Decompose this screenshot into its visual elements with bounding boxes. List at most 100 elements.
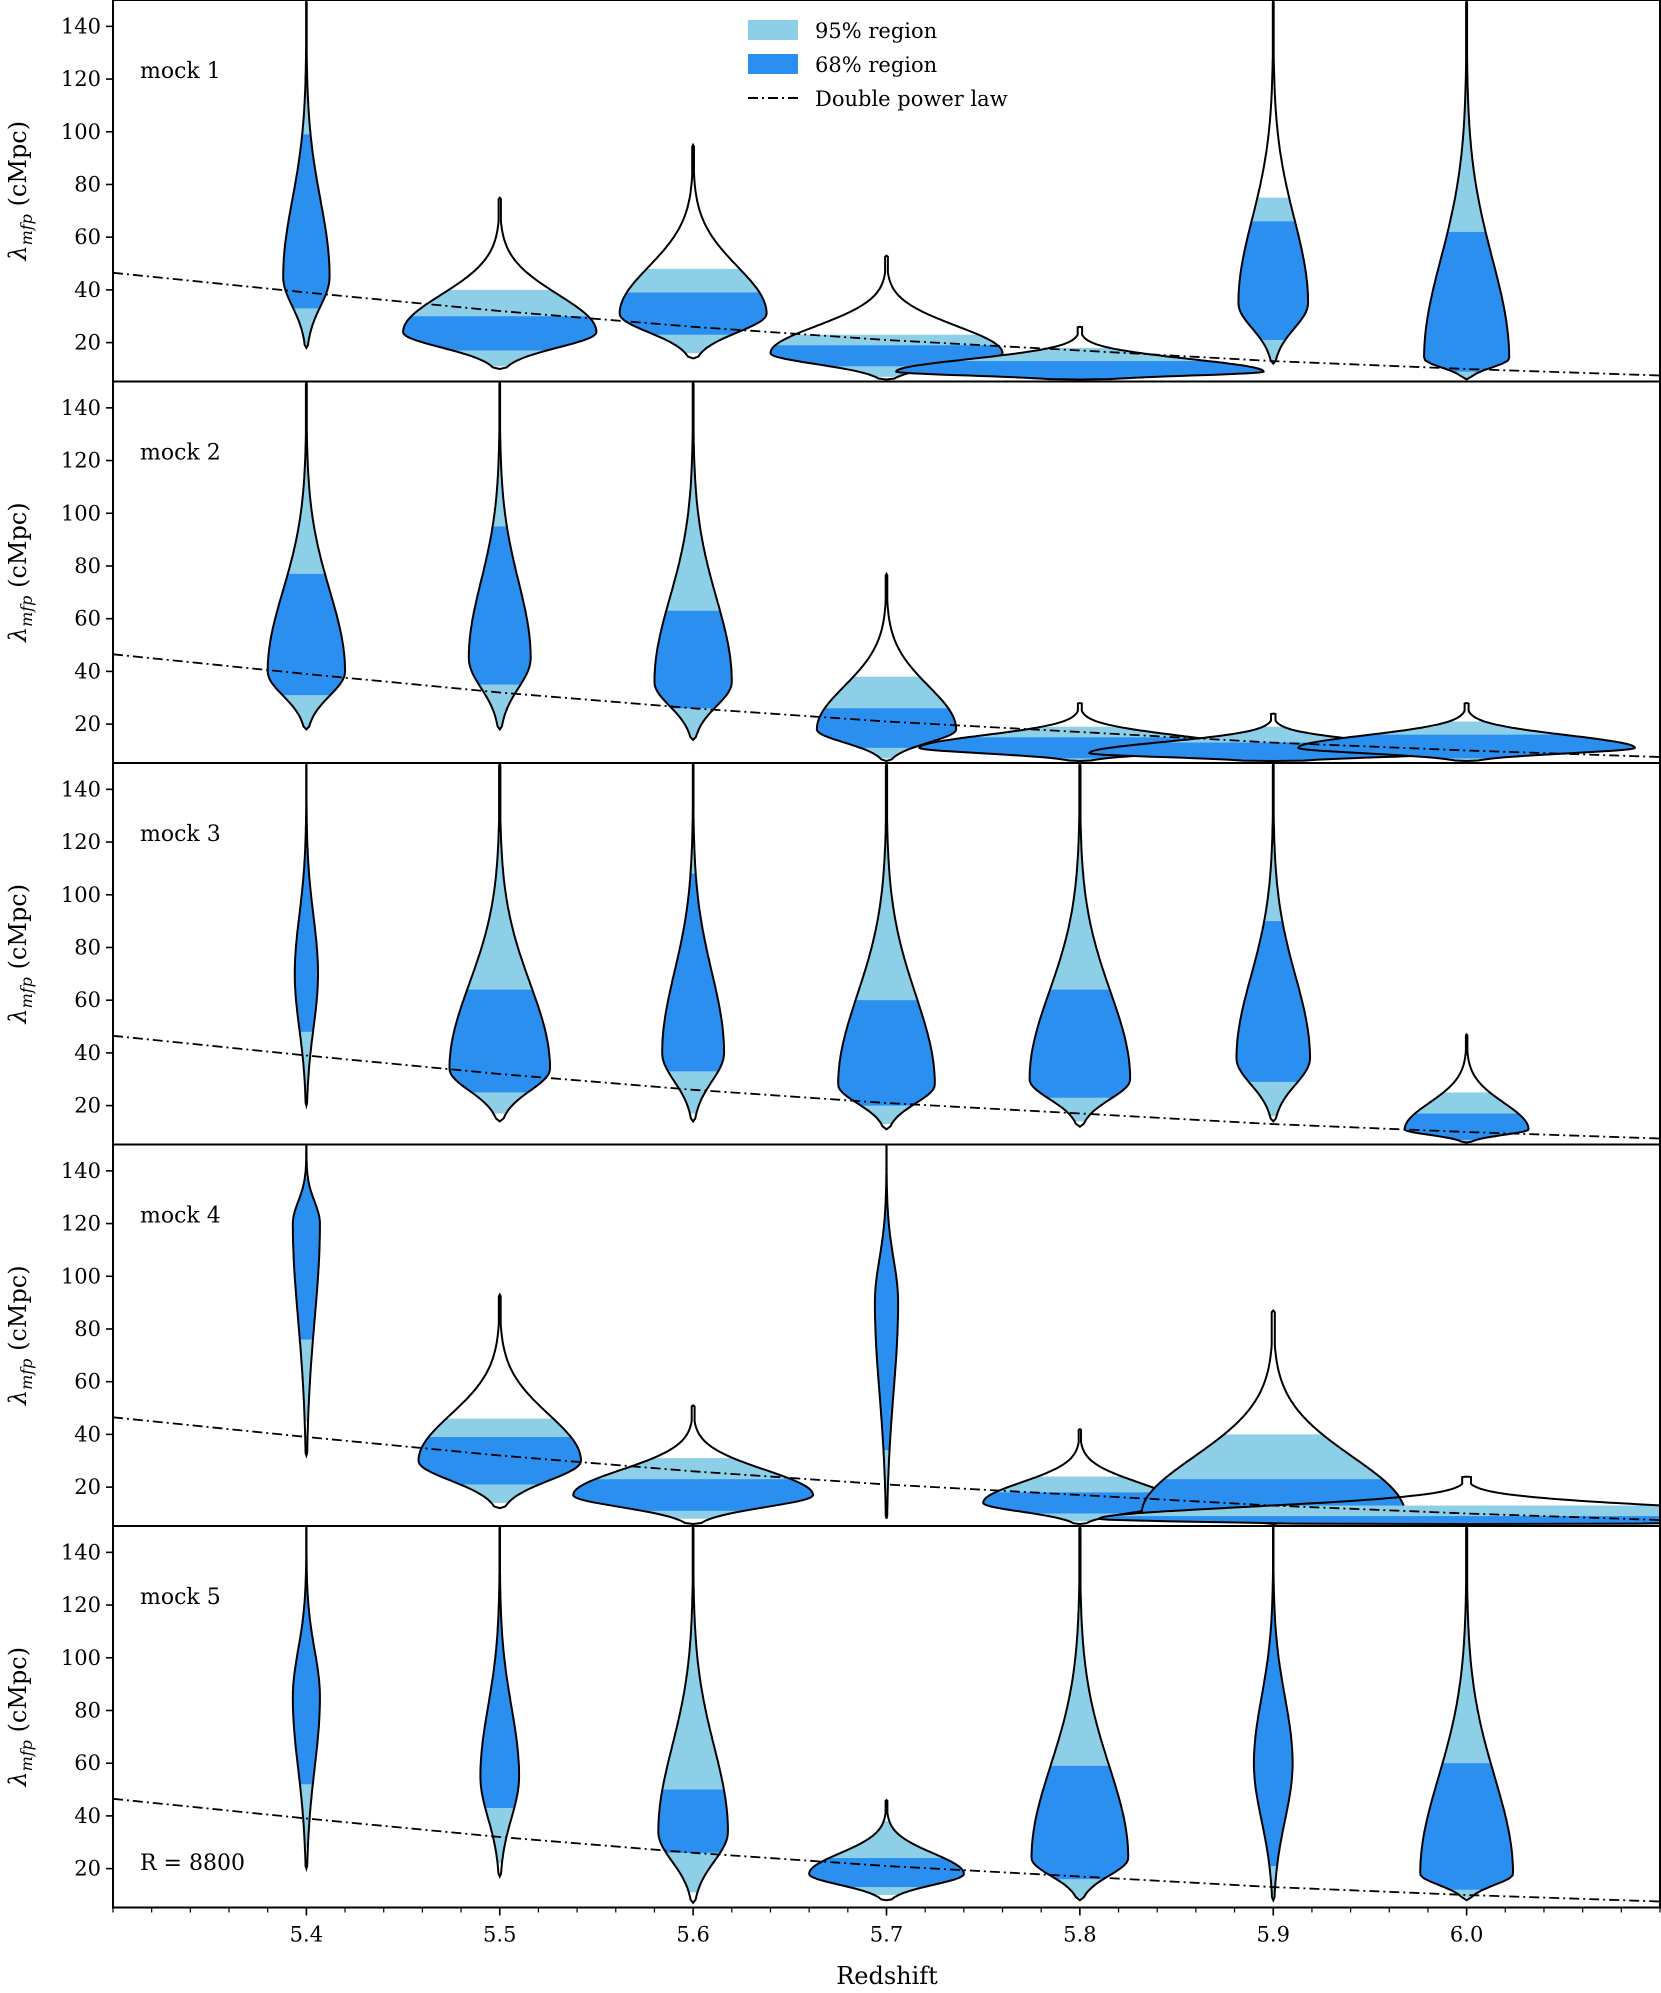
- violin-outline: [837, 763, 936, 1131]
- annotation-resolution: R = 8800: [140, 1851, 245, 1876]
- violin-outline: [293, 763, 319, 1110]
- x-tick-label: 5.5: [483, 1923, 516, 1947]
- panel-label: mock 2: [140, 441, 221, 466]
- y-tick-label: 40: [74, 1422, 101, 1446]
- violin-outline: [1030, 1526, 1130, 1902]
- violin-outline: [1098, 1475, 1660, 1526]
- y-tick-label: 60: [74, 1370, 101, 1394]
- panel-2: 20 40 60 80 100 120 140 mock 2 λmfp (cMpc): [4, 380, 1661, 764]
- violin-outline: [1297, 701, 1636, 763]
- violin-6: [1098, 1475, 1660, 1526]
- violin-5.7: [815, 571, 958, 763]
- y-tick-label: 120: [61, 830, 101, 854]
- y-tick-label: 20: [74, 1094, 101, 1118]
- violin-5.6: [572, 1404, 814, 1526]
- violin-outline: [266, 381, 347, 731]
- legend-label-95: 95% region: [815, 19, 937, 43]
- violin-5.4: [282, 0, 331, 350]
- violin-5.9: [1252, 1526, 1294, 1903]
- violin-5.6: [657, 1526, 729, 1905]
- x-tick-label: 5.7: [870, 1923, 903, 1947]
- plot-area: [113, 1144, 1660, 1526]
- violin-6: [1297, 701, 1636, 763]
- violin-68-region: [658, 1789, 728, 1853]
- violin-68-region: [1236, 921, 1310, 1082]
- x-tick-label: 6.0: [1450, 1923, 1483, 1947]
- violin-outline: [769, 254, 1004, 381]
- plot-area: [113, 381, 1660, 763]
- violin-5.9: [1237, 0, 1310, 366]
- y-axis-label: λmfp (cMpc): [4, 1647, 36, 1788]
- y-tick-label: 40: [74, 1804, 101, 1828]
- y-tick-label: 40: [74, 278, 101, 302]
- y-tick-label: 100: [61, 883, 101, 907]
- panels: 20 40 60 80 100 120 140 mock 1 λmfp (cMpc) 20 40 60…: [4, 0, 1661, 1947]
- y-tick-label: 20: [74, 712, 101, 736]
- violin-68-region: [449, 989, 550, 1093]
- violin-5.5: [448, 763, 551, 1123]
- y-tick-label: 20: [74, 1857, 101, 1881]
- y-tick-label: 40: [74, 1041, 101, 1065]
- violin-5.4: [291, 1144, 321, 1459]
- violin-5.5: [417, 1292, 583, 1510]
- violin-68-region: [468, 526, 531, 685]
- y-tick-label: 100: [61, 1646, 101, 1670]
- y-tick-label: 140: [61, 1540, 101, 1564]
- x-tick-label: 5.9: [1257, 1923, 1290, 1947]
- violin-5.5: [402, 196, 598, 371]
- y-tick-label: 100: [61, 1264, 101, 1288]
- y-tick-label: 140: [61, 1159, 101, 1183]
- violin-68-region: [838, 1000, 935, 1106]
- y-tick-label: 80: [74, 172, 101, 196]
- violin-68-region: [1420, 1763, 1513, 1890]
- y-tick-label: 60: [74, 225, 101, 249]
- violin-5.9: [1140, 1308, 1406, 1526]
- violin-outline: [653, 381, 733, 742]
- violin-outline: [1235, 763, 1311, 1123]
- violin-outline: [873, 1144, 900, 1519]
- violin-outline: [479, 1526, 521, 1880]
- violin-outline: [572, 1404, 814, 1526]
- plot-area: [113, 763, 1660, 1144]
- y-tick-label: 100: [61, 501, 101, 525]
- y-tick-label: 120: [61, 1593, 101, 1617]
- panel-label: mock 1: [140, 59, 221, 84]
- violin-5.5: [467, 381, 532, 732]
- y-tick-label: 120: [61, 1212, 101, 1236]
- violin-68-region: [654, 610, 732, 709]
- violin-68-region: [480, 1610, 520, 1808]
- violin-6: [1423, 0, 1511, 381]
- panel-3: 20 40 60 80 100 120 140 mock 3 λmfp (cMpc): [4, 762, 1661, 1146]
- y-tick-label: 80: [74, 554, 101, 578]
- violin-outline: [1140, 1308, 1406, 1526]
- y-axis-label: λmfp (cMpc): [4, 884, 36, 1025]
- violin-outline: [661, 763, 726, 1124]
- violin-68-region: [662, 873, 725, 1072]
- y-tick-label: 20: [74, 331, 101, 355]
- plot-area: [113, 1526, 1660, 1905]
- panel-label: mock 3: [140, 822, 221, 847]
- violin-outline: [1403, 1032, 1530, 1144]
- violin-outline: [1252, 1526, 1294, 1903]
- violin-68-region: [1031, 1765, 1129, 1880]
- violin-68-region: [896, 361, 1264, 380]
- violin-6: [1403, 1032, 1530, 1144]
- violin-5.7: [808, 1798, 965, 1902]
- violin-outline: [467, 381, 532, 732]
- legend-label-model: Double power law: [815, 87, 1008, 111]
- y-tick-label: 60: [74, 1751, 101, 1775]
- panel-label: mock 5: [140, 1585, 221, 1610]
- violin-68-region: [1029, 989, 1131, 1098]
- x-tick-label: 5.6: [676, 1923, 709, 1947]
- violin-68-region: [292, 1178, 320, 1340]
- y-tick-label: 140: [61, 14, 101, 38]
- legend-label-68: 68% region: [815, 53, 937, 77]
- violin-outline: [895, 325, 1265, 381]
- violin-outline: [291, 1526, 321, 1873]
- violin-outline: [1028, 763, 1132, 1128]
- violin-5.9: [1235, 763, 1311, 1123]
- y-tick-label: 80: [74, 935, 101, 959]
- violin-68-region: [403, 316, 597, 351]
- y-axis-label: λmfp (cMpc): [4, 502, 36, 643]
